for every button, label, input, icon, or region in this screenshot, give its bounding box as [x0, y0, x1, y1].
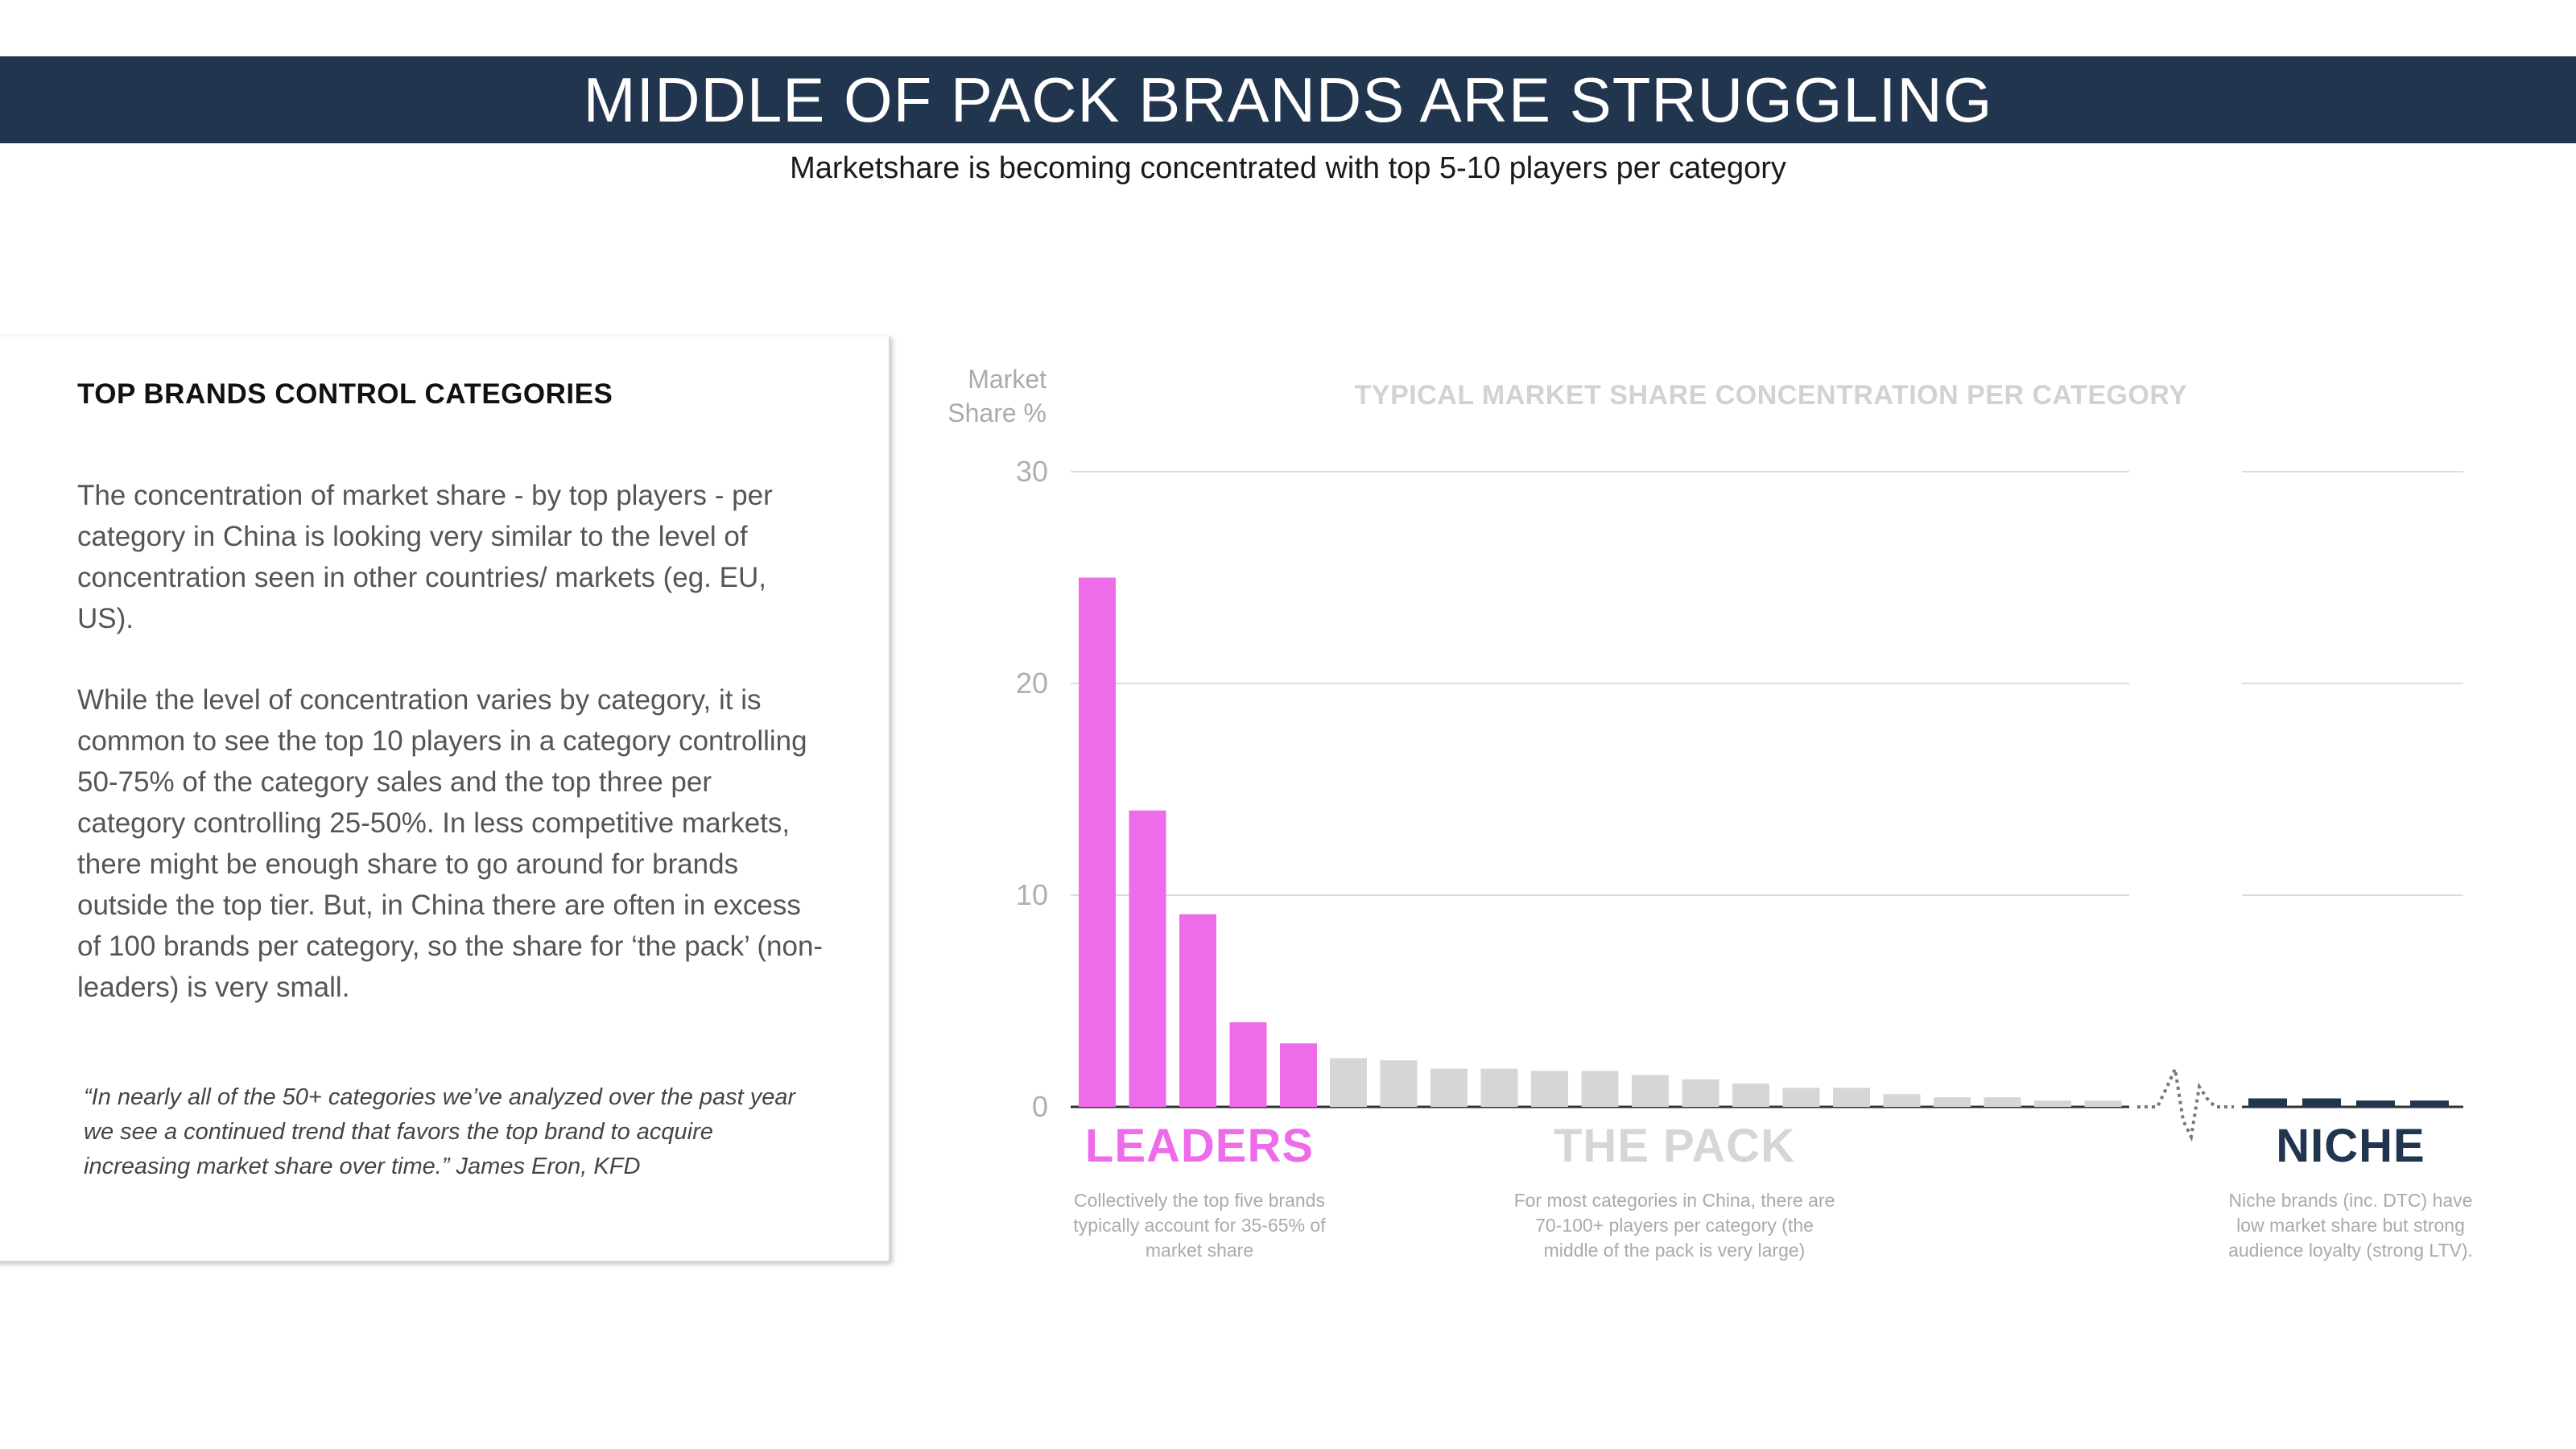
pack-bar: [1430, 1068, 1468, 1107]
pack-bar: [1934, 1097, 1971, 1107]
axis-break-icon: [2137, 1063, 2234, 1142]
leaders-bar: [1280, 1043, 1317, 1107]
pack-bar: [1330, 1058, 1367, 1107]
leaders-description: Collectively the top five brands typical…: [1073, 1190, 1326, 1261]
niche-bar: [2410, 1100, 2449, 1107]
leaders-bar: [1229, 1022, 1267, 1107]
leaders-bar: [1129, 810, 1166, 1107]
chart-title: TYPICAL MARKET SHARE CONCENTRATION PER C…: [1354, 380, 2188, 411]
panel-quote: “In nearly all of the 50+ categories we’…: [84, 1084, 796, 1179]
panel-paragraph-2: While the level of concentration varies …: [77, 684, 824, 1003]
pack-bar: [1581, 1071, 1619, 1107]
niche-bar: [2248, 1098, 2287, 1107]
pack-bar: [1782, 1088, 1820, 1107]
panel-paragraph-1: The concentration of market share - by t…: [77, 480, 773, 634]
pack-bar: [1732, 1084, 1769, 1107]
pack-bar: [1682, 1079, 1719, 1107]
y-tick-label: 10: [1016, 878, 1048, 911]
pack-bar: [1883, 1094, 1921, 1107]
niche-bar: [2302, 1098, 2341, 1107]
pack-description: For most categories in China, there are …: [1513, 1190, 1835, 1261]
page-subtitle: Marketshare is becoming concentrated wit…: [790, 151, 1786, 185]
pack-bar: [1632, 1075, 1669, 1107]
leaders-label: LEADERS: [1084, 1120, 1315, 1172]
pack-bar: [1531, 1071, 1568, 1107]
pack-bar: [1984, 1097, 2021, 1107]
niche-bar: [2356, 1100, 2395, 1107]
pack-bar: [1480, 1068, 1518, 1107]
niche-description: Niche brands (inc. DTC) have low market …: [2228, 1190, 2473, 1261]
page-title: MIDDLE OF PACK BRANDS ARE STRUGGLING: [0, 56, 2576, 143]
leaders-bar: [1179, 914, 1216, 1107]
y-axis-label: Market Share %: [947, 365, 1046, 427]
leaders-bar: [1079, 577, 1116, 1107]
info-panel: TOP BRANDS CONTROL CATEGORIES The concen…: [0, 336, 890, 1262]
pack-bar: [2034, 1100, 2071, 1107]
niche-label: NICHE: [2276, 1120, 2425, 1172]
panel-heading: TOP BRANDS CONTROL CATEGORIES: [77, 378, 613, 410]
pack-bar: [1833, 1088, 1870, 1107]
y-tick-label: 20: [1016, 667, 1048, 700]
pack-bar: [2084, 1100, 2122, 1107]
y-tick-label: 30: [1016, 455, 1048, 488]
pack-label: THE PACK: [1553, 1120, 1796, 1172]
pack-bar: [1380, 1060, 1418, 1107]
y-tick-label: 0: [1032, 1090, 1048, 1123]
